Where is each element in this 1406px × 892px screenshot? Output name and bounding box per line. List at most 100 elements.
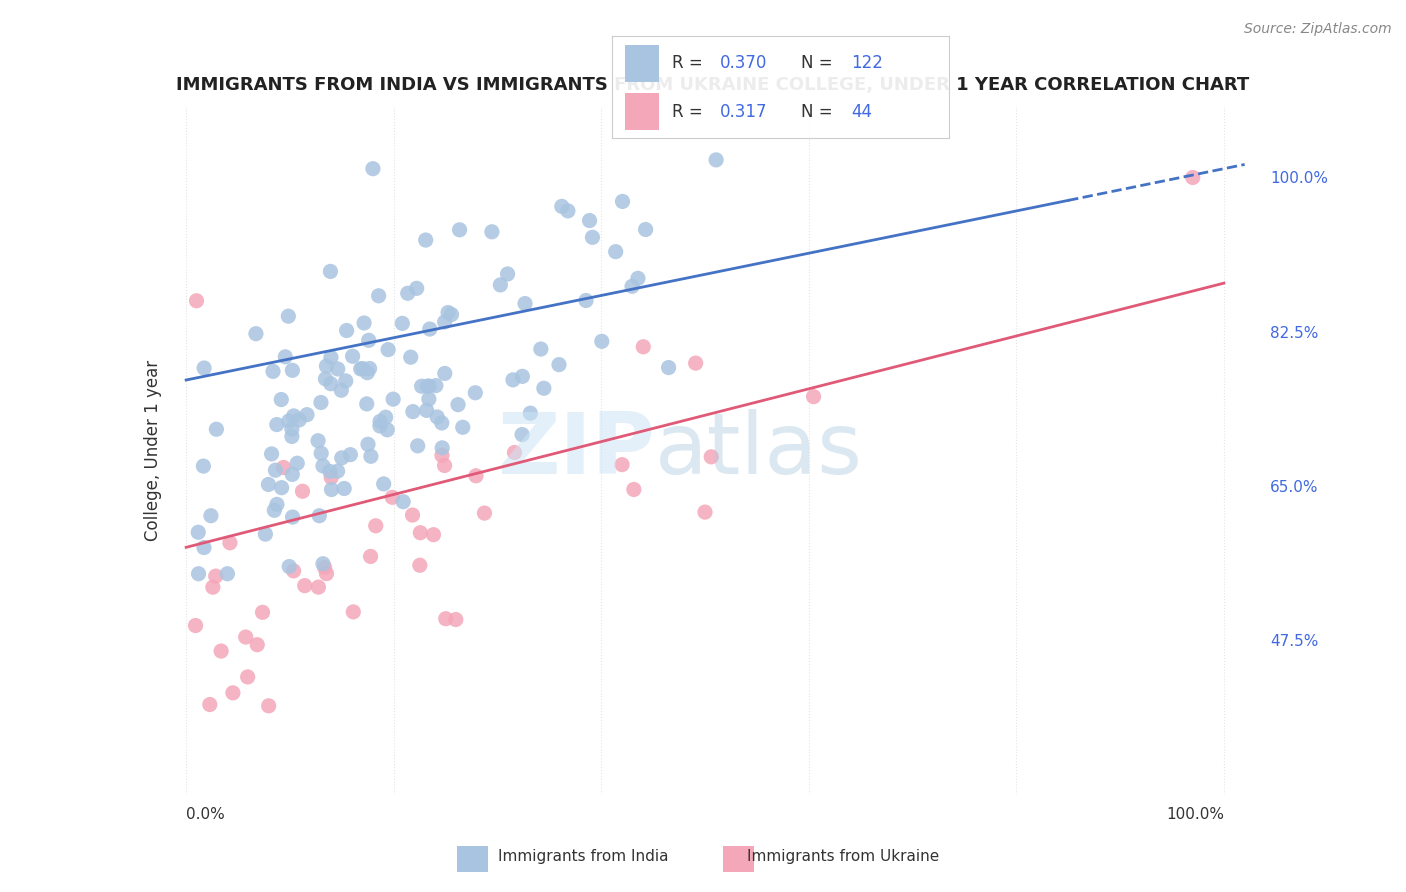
Point [246,638,269,652]
Point [373,477,395,491]
Point [451,420,474,434]
Point [270,481,292,495]
Point [264,463,287,477]
Point [426,409,449,424]
Point [444,613,467,627]
Point [326,362,349,376]
Point [409,525,432,540]
Text: 0.370: 0.370 [720,54,766,72]
Point [356,397,378,411]
Point [319,351,342,365]
Point [266,497,288,511]
Point [187,566,209,581]
Point [193,459,215,474]
Point [430,441,453,455]
Point [513,296,536,310]
Point [277,309,299,323]
Point [557,203,579,218]
Point [474,506,496,520]
Point [364,518,387,533]
Point [368,419,391,434]
Point [449,223,471,237]
Text: 100.0%: 100.0% [1166,807,1223,822]
Point [360,450,382,464]
Point [361,161,384,176]
Point [281,429,304,443]
Point [312,458,335,473]
Point [274,350,297,364]
Point [295,408,318,422]
Point [512,369,534,384]
Point [415,403,437,417]
Point [314,560,336,574]
Point [503,445,526,459]
Point [465,468,488,483]
Point [581,230,603,244]
Point [283,564,305,578]
Point [496,267,519,281]
Point [430,449,453,463]
Point [319,376,342,391]
Point [401,508,423,522]
Point [252,605,274,619]
Point [360,549,382,564]
Point [418,379,440,393]
Point [330,450,353,465]
Point [481,225,503,239]
Point [447,398,470,412]
Point [315,566,337,581]
Point [277,414,299,428]
Point [391,317,413,331]
Point [381,491,404,505]
Point [263,503,285,517]
Point [326,464,349,478]
Point [434,612,457,626]
Point [658,360,681,375]
Point [281,422,304,436]
Point [489,277,512,292]
Point [222,686,245,700]
Point [260,447,283,461]
Point [309,395,332,409]
Point [634,222,657,236]
Point [409,558,432,573]
Point [368,414,391,428]
Point [623,483,645,497]
Point [575,293,598,308]
Point [266,417,288,432]
Point [184,618,207,632]
Point [418,392,440,406]
Text: IMMIGRANTS FROM INDIA VS IMMIGRANTS FROM UKRAINE COLLEGE, UNDER 1 YEAR CORRELATI: IMMIGRANTS FROM INDIA VS IMMIGRANTS FROM… [176,77,1249,95]
Point [533,381,555,395]
Point [315,359,337,373]
Point [382,392,405,406]
Point [257,477,280,491]
Point [633,340,655,354]
Point [405,281,427,295]
Point [510,427,533,442]
Point [186,293,208,308]
Point [425,378,447,392]
Point [612,194,634,209]
Point [406,439,429,453]
Point [342,349,364,363]
Point [621,279,644,293]
Text: 44: 44 [851,103,872,120]
Text: 122: 122 [851,54,883,72]
Point [357,437,380,451]
Point [392,494,415,508]
Text: R =: R = [672,103,709,120]
Point [288,413,311,427]
Point [187,525,209,540]
Point [273,460,295,475]
Point [433,367,456,381]
Point [245,326,267,341]
Point [502,373,524,387]
Point [200,508,222,523]
Text: N =: N = [800,54,838,72]
Point [416,379,439,393]
Point [283,409,305,423]
Point [422,527,444,541]
Point [578,213,600,227]
Point [437,305,460,319]
